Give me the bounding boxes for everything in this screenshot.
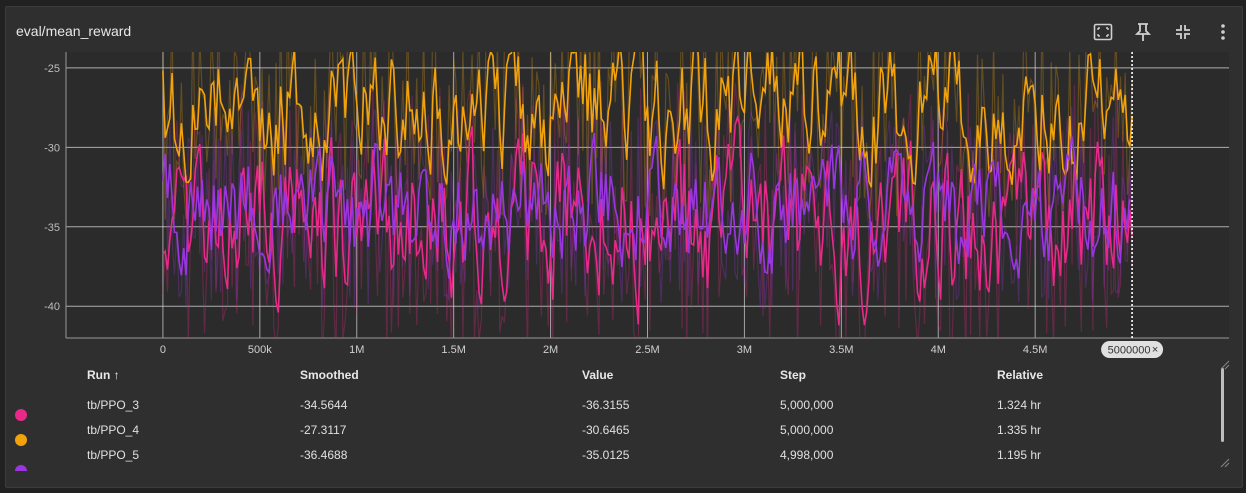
cell-step: 5,000,000: [780, 423, 834, 437]
cell-run: tb/PPO_3: [87, 398, 140, 412]
series-smoothed-line: [162, 52, 1133, 190]
table-scrollbar[interactable]: [1221, 368, 1224, 442]
series-color-swatch: [15, 465, 27, 471]
resize-handle-icon[interactable]: [1220, 360, 1230, 370]
collapse-icon[interactable]: [1172, 21, 1194, 43]
cell-value: -30.6465: [582, 423, 630, 437]
column-header-step[interactable]: Step: [780, 368, 807, 382]
y-tick-label: -35: [44, 222, 60, 234]
x-tick-label: 2.5M: [635, 344, 659, 356]
pin-icon[interactable]: [1132, 21, 1154, 43]
cell-value: -35.0125: [582, 448, 630, 462]
series-raw-line: [162, 81, 1133, 338]
cell-relative: 1.195 hr: [997, 448, 1042, 462]
x-tick-label: 4M: [931, 344, 946, 356]
column-header-run[interactable]: Run ↑: [87, 368, 120, 382]
column-header-value[interactable]: Value: [582, 368, 614, 382]
cell-run: tb/PPO_4: [87, 423, 140, 437]
y-tick-label: -40: [44, 301, 60, 313]
x-tick-label: 4.5M: [1023, 344, 1047, 356]
x-tick-label: 2M: [543, 344, 558, 356]
column-header-relative[interactable]: Relative: [997, 368, 1044, 382]
y-tick-label: -25: [44, 63, 60, 75]
cell-relative: 1.335 hr: [997, 423, 1042, 437]
resize-handle-icon[interactable]: [1220, 458, 1230, 468]
series-color-swatch: [15, 409, 27, 421]
y-tick-label: -30: [44, 142, 60, 154]
cursor-badge: [1101, 341, 1164, 358]
cursor-badge-label: 5000000: [1108, 345, 1151, 357]
x-tick-label: 1.5M: [441, 344, 465, 356]
x-tick-label: 0: [160, 344, 166, 356]
cell-smoothed: -36.4688: [300, 448, 348, 462]
series-color-swatch: [15, 434, 27, 446]
x-tick-label: 500k: [248, 344, 272, 356]
series-smoothed-line: [162, 132, 1133, 279]
x-tick-label: 3M: [737, 344, 752, 356]
card-title: eval/mean_reward: [16, 23, 132, 39]
cell-relative: 1.324 hr: [997, 398, 1042, 412]
x-tick-label: 3.5M: [829, 344, 853, 356]
series-raw-line: [162, 52, 1133, 222]
fit-domain-icon[interactable]: [1092, 21, 1114, 43]
cell-smoothed: -34.5644: [300, 398, 348, 412]
cell-smoothed: -27.3117: [300, 423, 347, 437]
cell-run: tb/PPO_5: [87, 448, 140, 462]
x-tick-label: 1M: [349, 344, 364, 356]
line-chart[interactable]: -25 -30 -35 -40 0 500k 1M 1.5M 2M 2.5M 3M 3.5M 4M 4.5…: [0, 0, 1246, 370]
cell-value: -36.3155: [582, 398, 630, 412]
more-vert-icon[interactable]: [1212, 21, 1234, 43]
cell-step: 5,000,000: [780, 398, 834, 412]
cell-step: 4,998,000: [780, 448, 834, 462]
close-icon[interactable]: ×: [1152, 344, 1158, 356]
column-header-smoothed[interactable]: Smoothed: [300, 368, 359, 382]
